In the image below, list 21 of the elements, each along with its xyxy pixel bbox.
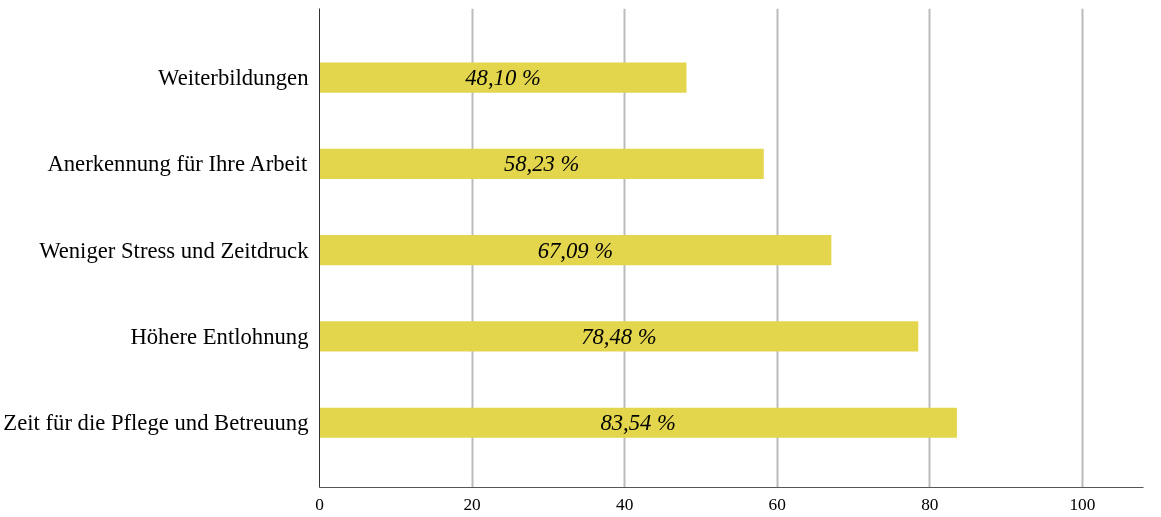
data-label: 48,10 % xyxy=(465,65,541,91)
data-label: 67,09 % xyxy=(537,237,614,263)
data-label: 83,54 % xyxy=(600,410,676,436)
data-label: 58,23 % xyxy=(503,151,580,177)
y-tick-label: Zeit für die Pflege und Betreuung xyxy=(3,410,309,436)
y-tick-label: Höhere Entlohnung xyxy=(130,323,309,349)
bar xyxy=(319,235,832,266)
x-tick-label: 20 xyxy=(463,494,481,514)
x-tick-label: 60 xyxy=(768,494,786,514)
bar xyxy=(319,407,957,438)
x-tick-label: 100 xyxy=(1069,494,1096,514)
data-label: 78,48 % xyxy=(581,323,657,349)
x-tick-label: 40 xyxy=(616,494,634,514)
y-tick-label: Weniger Stress und Zeitdruck xyxy=(39,237,310,263)
y-tick-label: Anerkennung für Ihre Arbeit xyxy=(47,151,308,177)
bar xyxy=(319,148,764,179)
bar xyxy=(319,321,919,352)
x-tick-label: 0 xyxy=(315,494,324,514)
x-tick-label: 80 xyxy=(921,494,939,514)
y-tick-label: Weiterbildungen xyxy=(158,65,309,91)
bar xyxy=(319,62,687,93)
